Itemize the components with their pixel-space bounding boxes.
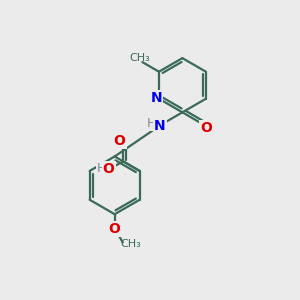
Text: N: N — [151, 91, 162, 105]
Text: O: O — [114, 134, 125, 148]
Text: O: O — [103, 162, 115, 176]
Text: H: H — [96, 163, 106, 176]
Text: O: O — [201, 121, 212, 135]
Text: N: N — [154, 119, 166, 133]
Text: CH₃: CH₃ — [130, 53, 150, 63]
Text: H: H — [147, 117, 157, 130]
Text: O: O — [109, 222, 121, 236]
Text: CH₃: CH₃ — [121, 239, 141, 249]
